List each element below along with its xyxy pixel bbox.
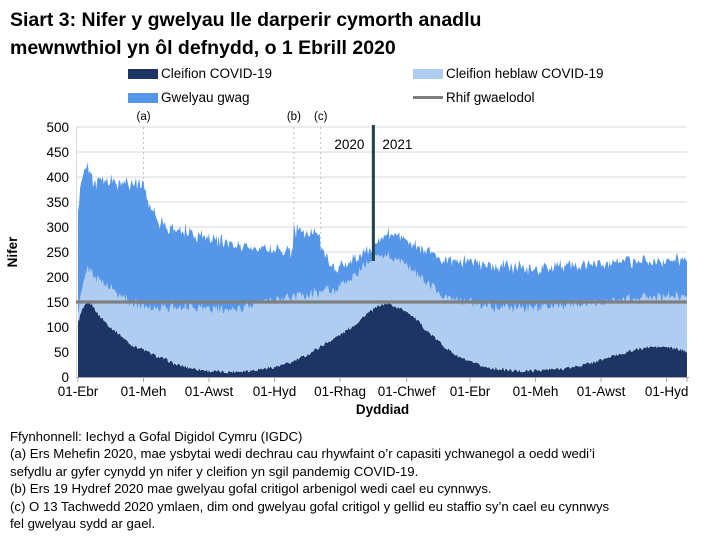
legend-item-2: Gwelyau gwag xyxy=(128,86,413,109)
x-tick-label: 01-Awst xyxy=(185,384,234,399)
x-tick-label: 01-Awst xyxy=(577,384,626,399)
y-tick-label: 100 xyxy=(46,320,69,335)
legend-label-3: Rhif gwaelodol xyxy=(446,90,535,105)
x-tick-label: 01-Meh xyxy=(513,384,559,399)
source-note: Ffynhonnell: Iechyd a Gofal Digidol Cymr… xyxy=(10,429,303,444)
x-tick-label: 01-Chwef xyxy=(378,384,436,399)
legend-swatch-0 xyxy=(128,68,158,79)
y-tick-label: 450 xyxy=(46,145,69,160)
y-tick-label: 150 xyxy=(46,295,69,310)
legend-swatch-2 xyxy=(128,92,158,103)
x-tick-label: 01-Ebr xyxy=(58,384,99,399)
x-tick-label: 01-Meh xyxy=(121,384,167,399)
y-tick-label: 400 xyxy=(46,170,69,185)
year-label-2021: 2021 xyxy=(382,137,412,152)
legend-item-0: Cleifion COVID-19 xyxy=(128,62,413,85)
y-tick-label: 200 xyxy=(46,270,69,285)
legend-label-1: Cleifion heblaw COVID-19 xyxy=(446,66,604,81)
area-empty-beds xyxy=(78,162,687,315)
area-non-covid-patients xyxy=(78,252,687,374)
y-tick-label: 350 xyxy=(46,195,69,210)
y-axis-title: Nifer xyxy=(5,236,20,268)
legend: Cleifion COVID-19 Cleifion heblaw COVID-1… xyxy=(128,62,604,109)
footnotes: Ffynhonnell: Iechyd a Gofal Digidol Cymr… xyxy=(10,428,610,532)
footnote-a: (a) Ers Mehefin 2020, mae ysbytai wedi d… xyxy=(10,446,595,479)
annotation-label: (b) xyxy=(287,111,301,123)
x-axis-title: Dyddiad xyxy=(356,402,409,417)
x-tick-label: 01-Ebr xyxy=(450,384,491,399)
annotation-label: (a) xyxy=(136,111,150,123)
x-tick-label: 01-Rhag xyxy=(314,384,366,399)
legend-item-1: Cleifion heblaw COVID-19 xyxy=(413,62,604,85)
chart-title: Siart 3: Nifer y gwelyau lle darperir cy… xyxy=(10,6,700,62)
legend-item-3: Rhif gwaelodol xyxy=(413,86,604,109)
annotation-label: (c) xyxy=(314,111,328,123)
area-covid-patients xyxy=(78,301,687,377)
legend-swatch-3 xyxy=(413,96,443,99)
x-tick-label: 01-Hyd xyxy=(253,384,297,399)
y-tick-label: 500 xyxy=(46,120,69,135)
y-tick-label: 0 xyxy=(61,370,69,385)
x-tick-label: 01-Hyd xyxy=(645,384,689,399)
chart-title-line1: Siart 3: Nifer y gwelyau lle darperir cy… xyxy=(10,9,482,31)
year-label-2020: 2020 xyxy=(334,137,364,152)
chart-title-line2: mewnwthiol yn ôl defnydd, o 1 Ebrill 202… xyxy=(10,37,396,59)
legend-swatch-1 xyxy=(413,68,443,79)
y-tick-label: 50 xyxy=(54,345,69,360)
footnote-b: (b) Ers 19 Hydref 2020 mae gwelyau gofal… xyxy=(10,481,492,497)
footnote-c: (c) O 13 Tachwedd 2020 ymlaen, dim ond g… xyxy=(10,498,610,532)
stacked-area-chart: 2020 2021 0 50 100 150 200 250 300 350 400 450 500 01… xyxy=(5,111,689,417)
y-tick-label: 300 xyxy=(46,220,69,235)
legend-label-2: Gwelyau gwag xyxy=(161,90,250,105)
legend-label-0: Cleifion COVID-19 xyxy=(161,66,273,81)
y-tick-label: 250 xyxy=(46,245,69,260)
